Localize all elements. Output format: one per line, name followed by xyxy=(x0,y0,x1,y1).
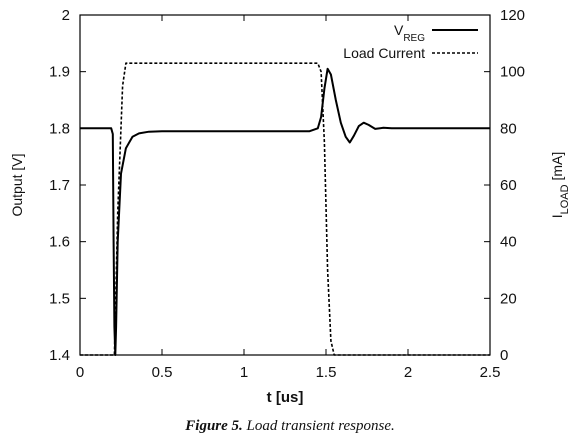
y-tick-label: 1.8 xyxy=(49,120,70,137)
y-tick-label: 1.6 xyxy=(49,234,70,251)
figure-caption: Figure 5. Load transient response. xyxy=(0,418,580,435)
y-tick-label: 1.4 xyxy=(49,347,70,364)
caption-label: Figure 5. xyxy=(185,418,243,434)
plot-area xyxy=(79,14,491,356)
y2-tick-label: 20 xyxy=(500,290,517,307)
y-tick-label: 1.9 xyxy=(49,64,70,81)
y2-tick-label: 40 xyxy=(500,234,517,251)
x-tick-label: 0.5 xyxy=(152,364,173,381)
legend-label-load-current: Load Current xyxy=(343,45,425,61)
plot-frame xyxy=(79,14,491,356)
y-tick-label: 1.7 xyxy=(49,177,70,194)
x-axis: 0 0.5 1 1.5 2 2.5 xyxy=(76,15,501,381)
y-axis-right-title: ILOAD [mA] xyxy=(549,152,571,219)
series-line-vreg xyxy=(80,67,490,356)
y-tick-label: 1.5 xyxy=(49,290,70,307)
y-tick-label: 2 xyxy=(62,7,70,24)
y2-tick-label: 80 xyxy=(500,120,517,137)
y-axis-right-title-main: I xyxy=(549,214,565,218)
x-tick-label: 1 xyxy=(240,364,248,381)
series-layer xyxy=(80,62,490,356)
y2-tick-label: 60 xyxy=(500,177,517,194)
caption-text: Load transient response. xyxy=(246,418,395,434)
y-axis-right-title-sub: LOAD xyxy=(559,184,571,214)
x-tick-label: 2.5 xyxy=(480,364,501,381)
legend-label-vreg: VREG xyxy=(394,22,425,44)
y-axis-left-title: Output [V] xyxy=(9,153,25,216)
x-tick-label: 2 xyxy=(404,364,412,381)
series-line-load-current xyxy=(80,62,490,356)
y2-tick-label: 120 xyxy=(500,7,525,24)
x-tick-label: 0 xyxy=(76,364,84,381)
x-axis-title: t [us] xyxy=(267,389,304,406)
y2-tick-label: 0 xyxy=(500,347,508,364)
y2-tick-label: 100 xyxy=(500,64,525,81)
y-axis-right-title-unit: [mA] xyxy=(549,152,565,185)
x-tick-label: 1.5 xyxy=(316,364,337,381)
